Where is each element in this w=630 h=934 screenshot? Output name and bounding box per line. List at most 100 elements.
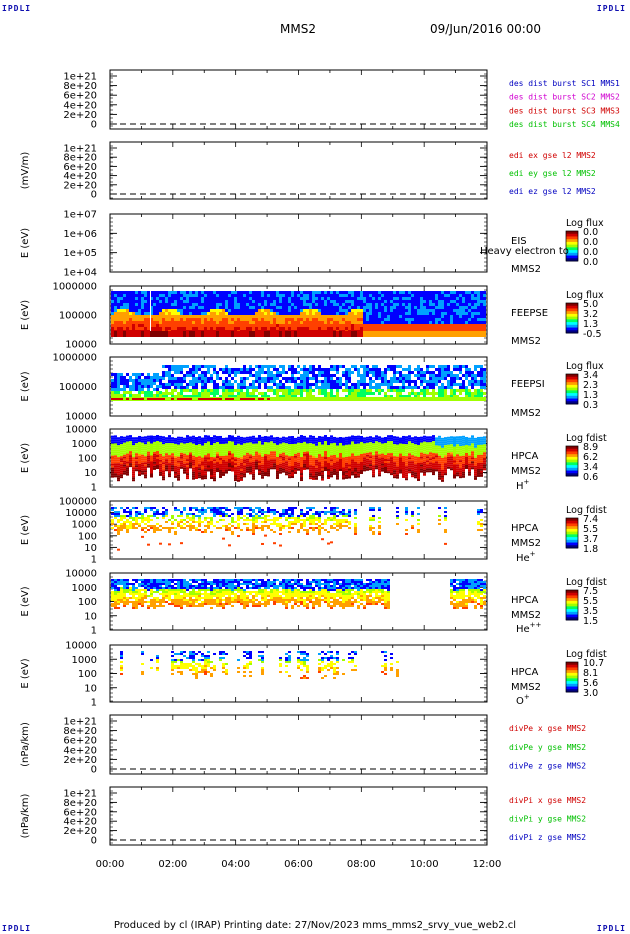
y-tick-label: 1e+21 [63,789,97,800]
colorbar-tick-label: 8.1 [583,668,598,679]
colorbar-tick-label: 2.3 [583,380,598,391]
y-tick-label: 1 [91,483,97,494]
panel-frame [109,644,488,703]
colorbar-frame [565,517,579,549]
legend-entry: divPe z gse MMS2 [509,762,586,771]
instrument-label: MMS2 [511,336,541,347]
colorbar-tick-label: 8.9 [583,442,598,453]
instrument-label: FEEPSI [511,379,545,390]
colorbar-segment [566,662,578,666]
colorbar-segment [566,390,578,394]
y-tick-label: 1e+21 [63,72,97,83]
colorbar-segment [566,231,578,235]
y-tick-label: 10000 [65,569,97,580]
corner-mark-top-right: IPDLI [596,4,626,13]
panel-frame [109,714,488,775]
colorbar-tick-label: 0.3 [583,400,598,411]
y-tick-label: 0 [91,120,97,131]
y-tick-label: 1000 [72,520,97,531]
colorbar-segment [566,393,578,397]
y-tick-label: 4e+20 [63,100,97,111]
y-tick-label: 2e+20 [63,180,97,191]
y-tick-label: 1e+05 [63,248,97,259]
colorbar-segment [566,322,578,326]
panel-frame [109,69,488,130]
legend-entry: edi ex gse l2 MMS2 [509,151,596,160]
colorbar-segment [566,465,578,469]
colorbar-frame [565,230,579,262]
instrument-label: MMS2 [511,538,541,549]
colorbar-frame [565,661,579,693]
instrument-label: EIS [511,236,527,247]
y-tick-label: 100 [78,669,97,680]
colorbar-segment [566,395,578,400]
colorbar-title: Log flux [566,361,604,372]
colorbar-tick-label: 5.0 [583,299,598,310]
colorbar-segment [566,537,578,541]
colorbar-tick-label: 3.4 [583,462,598,473]
colorbar-frame [565,445,579,477]
colorbar-tick-label: 6.2 [583,452,598,463]
y-tick-label: 1000000 [52,282,97,293]
legend-entry: divPi x gse MMS2 [509,796,586,805]
colorbar-segment [566,451,578,455]
y-axis-label: E (eV) [20,658,31,688]
colorbar-segment [566,598,578,602]
instrument-label: MMS2 [511,610,541,621]
y-tick-label: 10000 [65,641,97,652]
colorbar-tick-label: 0.0 [583,257,598,268]
colorbar-segment [566,473,578,477]
colorbar-segment [566,258,578,262]
y-tick-label: 1e+06 [63,229,97,240]
colorbar-segment [566,252,578,257]
colorbar-segment [566,244,578,248]
spectrogram-feeps-i [111,365,486,401]
y-axis-label: E (eV) [20,443,31,473]
colorbar-segment [566,672,578,677]
colorbar-tick-label: 3.4 [583,370,598,381]
colorbar-tick-label: 7.4 [583,514,598,525]
colorbar-segment [566,241,578,246]
y-tick-label: 10000 [65,425,97,436]
y-tick-label: 4e+20 [63,817,97,828]
colorbar-tick-label: 1.8 [583,544,598,555]
colorbar-tick-label: 0.0 [583,237,598,248]
colorbar-segment [566,614,578,618]
corner-mark-top-left: IPDLI [2,4,32,13]
colorbar-tick-label: 3.5 [583,606,598,617]
y-tick-label: 100000 [59,497,97,508]
y-axis-label: E (eV) [20,228,31,258]
y-tick-label: 2e+20 [63,755,97,766]
legend-entry: divPe y gse MMS2 [509,743,586,752]
colorbar-tick-label: 1.3 [583,390,598,401]
colorbar-tick-label: 5.6 [583,678,598,689]
colorbar-segment [566,603,578,607]
colorbar-segment [566,542,578,546]
page-title: MMS2 [280,22,316,36]
colorbar-segment [566,534,578,538]
y-tick-label: 1e+04 [63,268,97,279]
y-tick-label: 10 [84,468,97,479]
colorbar-frame [565,373,579,405]
y-tick-label: 1e+21 [63,717,97,728]
x-tick-label: 00:00 [96,859,125,870]
colorbar-segment [566,398,578,402]
y-tick-label: 1 [91,626,97,637]
y-tick-label: 1e+21 [63,144,97,155]
colorbar-tick-label: 5.5 [583,596,598,607]
y-tick-label: 10000 [65,412,97,423]
x-tick-label: 06:00 [284,859,313,870]
x-tick-label: 02:00 [158,859,187,870]
y-tick-label: 6e+20 [63,162,97,173]
y-axis-label: E (eV) [20,515,31,545]
colorbar-segment [566,456,578,461]
y-tick-label: 1000 [72,655,97,666]
colorbar-segment [566,462,578,466]
y-axis-label: (nPa/km) [20,722,31,767]
y-axis-label: (mV/m) [20,152,31,190]
y-tick-label: 100000 [59,311,97,322]
colorbar-title: Log flux [566,290,604,301]
y-tick-label: 10 [84,543,97,554]
y-tick-label: 10 [84,683,97,694]
instrument-label: HPCA [511,595,539,606]
